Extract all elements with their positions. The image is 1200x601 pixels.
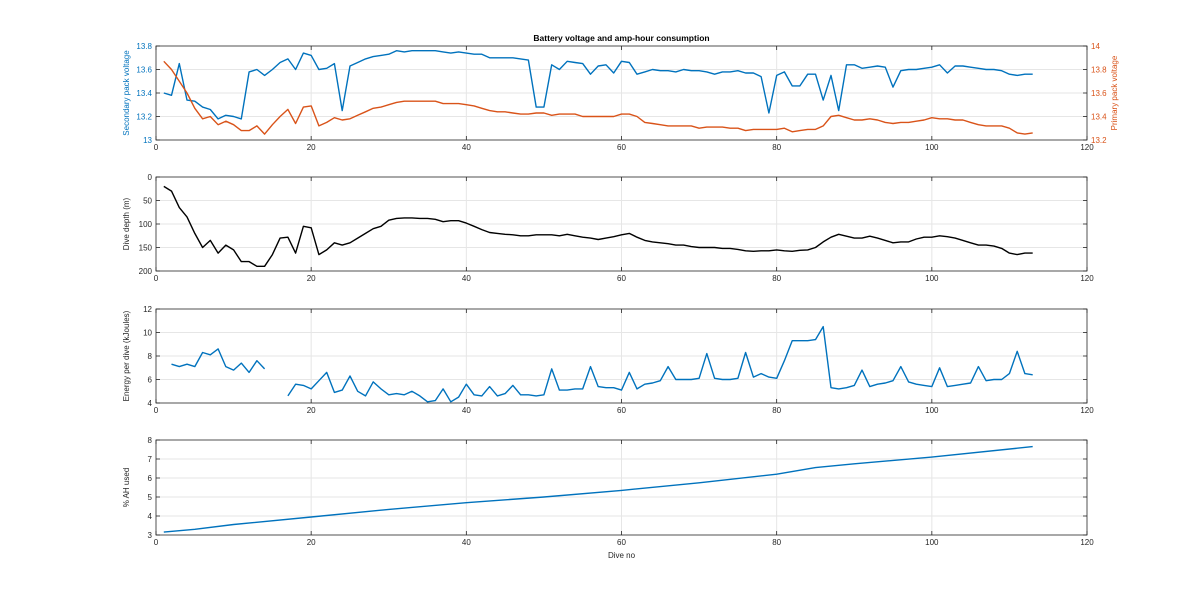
y-tick-label: 200	[139, 267, 153, 276]
series-line-1-1	[163, 50, 1033, 120]
x-tick-label: 20	[307, 143, 316, 152]
y-axis-label: Secondary pack voltage	[122, 50, 131, 136]
y-tick-label: 5	[148, 493, 153, 502]
x-tick-label: 40	[462, 406, 471, 415]
x-tick-label: 120	[1080, 274, 1094, 283]
y-right-tick-label: 13.4	[1091, 113, 1107, 122]
series-line-2-1	[163, 185, 1033, 267]
series-line-3-2	[287, 325, 1033, 403]
x-tick-label: 0	[154, 538, 159, 547]
x-tick-label: 40	[462, 143, 471, 152]
x-tick-label: 120	[1080, 143, 1094, 152]
x-tick-label: 100	[925, 406, 939, 415]
y-tick-label: 4	[148, 512, 153, 521]
x-tick-label: 60	[617, 143, 626, 152]
y-right-tick-label: 13.2	[1091, 136, 1107, 145]
y-tick-label: 6	[148, 474, 153, 483]
y-tick-label: 13	[143, 136, 152, 145]
x-tick-label: 80	[772, 406, 781, 415]
y-right-axis-label: Primary pack voltage	[1110, 55, 1119, 130]
y-axis-label: % AH used	[122, 468, 131, 508]
x-tick-label: 120	[1080, 538, 1094, 547]
x-tick-label: 20	[307, 538, 316, 547]
y-tick-label: 10	[143, 329, 152, 338]
y-tick-label: 150	[139, 244, 153, 253]
x-tick-label: 0	[154, 406, 159, 415]
x-tick-label: 80	[772, 143, 781, 152]
y-tick-label: 50	[143, 197, 152, 206]
y-tick-label: 12	[143, 305, 152, 314]
y-right-tick-label: 13.8	[1091, 66, 1107, 75]
y-right-tick-label: 14	[1091, 42, 1100, 51]
chart-title: Battery voltage and amp-hour consumption	[533, 33, 709, 43]
y-tick-label: 8	[148, 352, 153, 361]
y-tick-label: 13.4	[136, 89, 152, 98]
y-tick-label: 4	[148, 399, 153, 408]
x-tick-label: 80	[772, 274, 781, 283]
x-tick-label: 20	[307, 274, 316, 283]
x-tick-label: 80	[772, 538, 781, 547]
x-tick-label: 60	[617, 274, 626, 283]
y-tick-label: 3	[148, 531, 153, 540]
x-tick-label: 100	[925, 143, 939, 152]
y-tick-label: 6	[148, 376, 153, 385]
x-tick-label: 60	[617, 406, 626, 415]
x-tick-label: 0	[154, 274, 159, 283]
x-tick-label: 40	[462, 274, 471, 283]
y-tick-label: 100	[139, 220, 153, 229]
y-right-tick-label: 13.6	[1091, 89, 1107, 98]
y-tick-label: 0	[148, 173, 153, 182]
x-tick-label: 100	[925, 274, 939, 283]
x-tick-label: 60	[617, 538, 626, 547]
x-tick-label: 40	[462, 538, 471, 547]
x-tick-label: 20	[307, 406, 316, 415]
series-line-1-2	[163, 60, 1033, 135]
series-line-3-1	[171, 348, 266, 374]
x-tick-label: 0	[154, 143, 159, 152]
series-line-4-1	[163, 445, 1033, 533]
x-axis-label: Dive no	[608, 551, 636, 560]
x-tick-label: 120	[1080, 406, 1094, 415]
y-tick-label: 13.6	[136, 66, 152, 75]
x-tick-label: 100	[925, 538, 939, 547]
y-axis-label: Energy per dive (kJoules)	[122, 310, 131, 401]
y-axis-label: Dive depth (m)	[122, 197, 131, 250]
y-tick-label: 8	[148, 436, 153, 445]
y-tick-label: 13.2	[136, 113, 152, 122]
y-tick-label: 7	[148, 455, 153, 464]
y-tick-label: 13.8	[136, 42, 152, 51]
